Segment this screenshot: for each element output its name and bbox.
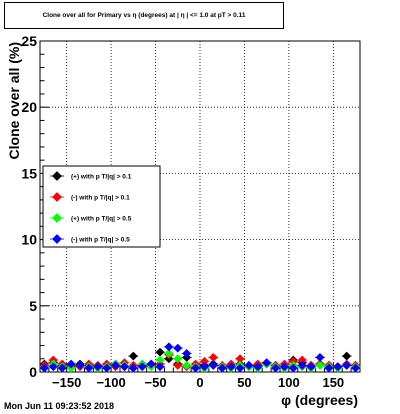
data-point — [279, 362, 289, 372]
legend-label: (+) with p T/|q| > 0.5 — [71, 216, 132, 223]
legend-label: (-) with p T/|q| > 0.1 — [71, 195, 130, 202]
data-point — [235, 363, 245, 373]
legend-marker — [52, 192, 62, 202]
data-point — [164, 348, 174, 359]
y-tick-label: 0 — [29, 364, 37, 380]
data-point — [155, 362, 165, 372]
legend-label: (-) with p T/|q| > 0.5 — [71, 237, 130, 244]
data-point — [119, 362, 129, 372]
legend-label: (+) with p T/|q| > 0.1 — [71, 174, 132, 181]
data-point — [75, 360, 85, 370]
x-axis-label: φ (degrees) — [281, 392, 358, 408]
y-tick-label: 10 — [21, 232, 37, 248]
data-point — [315, 360, 325, 370]
legend-box — [42, 165, 161, 248]
data-point — [342, 360, 352, 370]
data-point — [164, 342, 174, 352]
legend: (+) with p T/|q| > 0.1 (-) with p T/|q| >… — [42, 165, 161, 248]
tick-layer: −150 −100 −50 0 50 100 150 0 5 10 15 20 25 — [21, 33, 352, 390]
data-point — [173, 343, 183, 353]
data-point — [93, 362, 103, 372]
data-point — [342, 351, 352, 361]
y-tick-label: 15 — [21, 165, 37, 181]
legend-marker — [52, 213, 62, 223]
data-point — [244, 360, 254, 370]
data-point — [351, 363, 361, 373]
data-point — [297, 360, 307, 370]
chart-title: Clone over all for Primary vs η (degrees… — [4, 2, 284, 29]
timestamp: Mon Jun 11 09:23:52 2018 — [4, 401, 115, 411]
data-layer — [39, 342, 361, 373]
x-tick-label: −100 — [96, 375, 125, 390]
y-tick-label: 25 — [21, 33, 37, 49]
data-point — [173, 360, 183, 370]
data-point — [173, 354, 183, 364]
data-point — [182, 348, 192, 359]
data-point — [271, 363, 281, 373]
legend-marker — [52, 171, 62, 181]
data-point — [39, 363, 49, 373]
data-point — [208, 360, 218, 370]
data-point — [191, 363, 201, 373]
x-tick-label: 100 — [278, 375, 300, 390]
data-point — [288, 363, 298, 373]
x-tick-label: 150 — [322, 375, 344, 390]
data-point — [111, 360, 121, 370]
data-point — [253, 362, 263, 372]
data-point — [226, 362, 236, 372]
y-tick-label: 5 — [29, 298, 37, 314]
data-point — [57, 363, 67, 373]
legend-marker — [52, 234, 62, 244]
data-point — [315, 352, 325, 362]
y-axis-label: Clone over all (%) — [6, 42, 22, 159]
data-point — [128, 351, 138, 361]
data-point — [137, 362, 147, 372]
x-tick-label: −50 — [145, 375, 167, 390]
data-point — [324, 363, 334, 373]
data-point — [48, 362, 58, 372]
data-point — [333, 362, 343, 372]
data-point — [199, 362, 209, 372]
x-tick-label: 0 — [196, 375, 203, 390]
data-point — [66, 359, 76, 369]
data-point — [155, 347, 165, 357]
data-point — [182, 360, 192, 370]
series-3 — [39, 342, 361, 373]
data-point — [217, 363, 227, 373]
data-point — [146, 359, 156, 369]
data-point — [262, 358, 272, 368]
x-tick-label: −150 — [52, 375, 81, 390]
y-tick-label: 20 — [21, 99, 37, 115]
data-point — [306, 362, 316, 372]
x-tick-label: 50 — [237, 375, 251, 390]
data-point — [208, 352, 218, 362]
data-point — [84, 363, 94, 373]
data-point — [128, 363, 138, 373]
data-point — [102, 363, 112, 373]
